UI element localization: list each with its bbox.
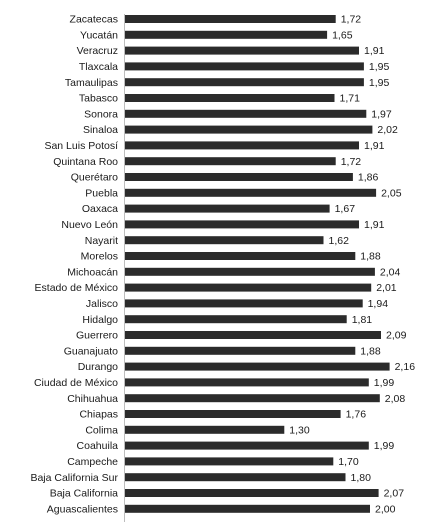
- bars-group: Zacatecas 1,72 Yucatán 1,65 Veracruz 1,91 Tlax…: [30, 14, 415, 516]
- data-label: 1,70: [338, 456, 359, 468]
- category-label: Ciudad de México: [34, 377, 118, 389]
- category-label: Coahuila: [77, 440, 119, 452]
- category-label: Oaxaca: [82, 203, 118, 215]
- category-label: Nuevo León: [61, 219, 118, 231]
- bar: [125, 46, 359, 55]
- data-label: 1,72: [341, 14, 362, 26]
- bar: [125, 489, 379, 497]
- category-label: Zacatecas: [70, 14, 118, 26]
- data-label: 2,04: [380, 266, 401, 278]
- data-label: 2,07: [384, 488, 405, 500]
- data-label: 1,81: [352, 314, 373, 326]
- bar: [125, 30, 328, 39]
- bar: [125, 15, 336, 23]
- bar: [125, 473, 346, 482]
- category-label: Estado de México: [35, 282, 119, 294]
- category-label: Tabasco: [79, 93, 118, 105]
- category-label: Chiapas: [79, 409, 118, 421]
- data-label: 1,91: [364, 45, 385, 57]
- category-label: Puebla: [85, 187, 118, 199]
- data-label: 1,72: [341, 156, 362, 168]
- bar: [125, 331, 381, 339]
- data-label: 2,00: [375, 503, 396, 515]
- category-label: Tlaxcala: [79, 61, 118, 73]
- data-label: 1,91: [364, 140, 385, 152]
- bar: [125, 394, 380, 403]
- bar: [125, 252, 356, 260]
- category-label: Campeche: [67, 456, 118, 468]
- data-label: 1,65: [332, 29, 353, 41]
- data-label: 1,76: [346, 409, 367, 421]
- category-label: Baja California Sur: [30, 472, 118, 484]
- bar: [125, 441, 369, 450]
- bar: [125, 283, 372, 292]
- bar: [125, 267, 375, 276]
- category-label: Tamaulipas: [65, 77, 118, 89]
- data-label: 1,30: [289, 424, 310, 436]
- category-label: Veracruz: [77, 45, 118, 57]
- data-label: 1,67: [335, 203, 356, 215]
- data-label: 1,95: [369, 77, 390, 89]
- category-label: Yucatán: [80, 29, 118, 41]
- category-label: Nayarit: [85, 235, 118, 247]
- data-label: 2,05: [381, 187, 402, 199]
- category-label: Quintana Roo: [53, 156, 118, 168]
- category-label: Chihuahua: [67, 393, 118, 405]
- bar: [125, 425, 285, 434]
- bar: [125, 362, 390, 371]
- data-label: 1,94: [368, 298, 389, 310]
- bar: [125, 457, 334, 466]
- data-label: 1,62: [329, 235, 350, 247]
- category-label: Sonora: [84, 108, 118, 120]
- category-label: Querétaro: [71, 172, 118, 184]
- data-label: 1,88: [360, 251, 381, 263]
- bar: [125, 109, 367, 118]
- category-label: Colima: [85, 424, 118, 436]
- data-label: 1,86: [358, 172, 379, 184]
- bar: [125, 315, 347, 324]
- data-label: 2,08: [385, 393, 406, 405]
- data-label: 1,91: [364, 219, 385, 231]
- bar: [125, 188, 377, 197]
- bar: [125, 173, 353, 181]
- bar: [125, 410, 341, 418]
- data-label: 1,95: [369, 61, 390, 73]
- bar: [125, 236, 324, 245]
- category-label: Durango: [78, 361, 118, 373]
- data-label: 1,97: [371, 108, 392, 120]
- category-label: Sinaloa: [83, 124, 118, 136]
- category-label: San Luis Potosí: [44, 140, 118, 152]
- bar: [125, 204, 330, 213]
- data-label: 1,99: [374, 440, 395, 452]
- data-label: 1,80: [351, 472, 372, 484]
- data-label: 1,99: [374, 377, 395, 389]
- bar: [125, 299, 363, 308]
- data-label: 2,09: [386, 330, 407, 342]
- bar: [125, 78, 364, 87]
- bar: [125, 378, 369, 387]
- bar: [125, 141, 359, 150]
- category-label: Hidalgo: [82, 314, 118, 326]
- bar: [125, 94, 335, 102]
- bar: [125, 125, 373, 134]
- data-label: 2,01: [376, 282, 397, 294]
- data-label: 2,16: [395, 361, 416, 373]
- bar: [125, 346, 356, 355]
- bar: [125, 504, 370, 513]
- category-label: Baja California: [50, 488, 118, 500]
- category-label: Guerrero: [76, 330, 118, 342]
- data-label: 1,88: [360, 345, 381, 357]
- category-label: Jalisco: [86, 298, 118, 310]
- category-label: Aguascalientes: [47, 503, 118, 515]
- category-label: Michoacán: [67, 266, 118, 278]
- data-label: 2,02: [377, 124, 398, 136]
- bar: [125, 157, 336, 166]
- category-label: Morelos: [81, 251, 118, 263]
- bar: [125, 220, 359, 229]
- bar: [125, 62, 364, 71]
- data-label: 1,71: [340, 93, 361, 105]
- category-label: Guanajuato: [64, 345, 118, 357]
